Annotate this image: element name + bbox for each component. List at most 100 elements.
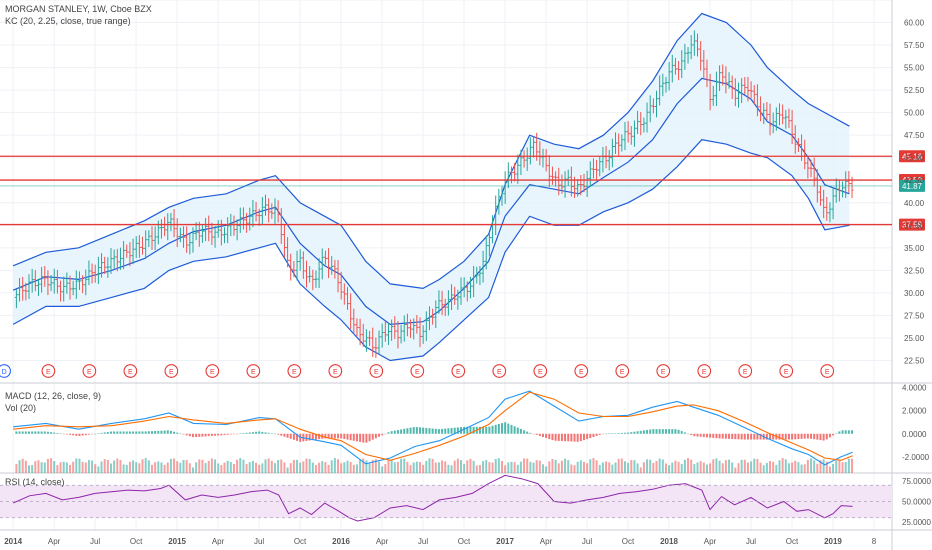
macd-histogram-bar [176,432,179,434]
macd-histogram-bar [113,431,116,434]
volume-bar [746,462,749,473]
macd-histogram-bar [220,433,223,436]
earnings-marker [697,364,712,378]
macd-histogram-bar [122,431,125,434]
volume-bar [488,462,491,473]
macd-histogram-bar [611,433,614,434]
volume-bar [40,462,43,473]
price-tick-label: 25.00 [904,334,925,343]
macd-histogram-bar [393,430,396,434]
volume-bar [24,460,27,473]
macd-histogram-bar [627,432,630,434]
volume-bar [314,465,317,473]
volume-bar [365,460,368,473]
volume-bar [251,460,254,473]
macd-histogram-bar [649,429,652,434]
time-tick-label: 2017 [496,537,514,546]
macd-histogram-bar [390,431,393,434]
volume-bar [475,465,478,473]
macd-histogram-bar [437,429,440,434]
volume-bar [516,464,519,473]
macd-histogram-bar [311,433,314,441]
volume-bar [409,465,412,473]
volume-bar [797,462,800,473]
macd-histogram-bar [119,431,122,434]
macd-histogram-bar [636,431,639,434]
macd-histogram-bar [516,427,519,434]
volume-bar [163,464,166,473]
volume-bar [97,466,100,473]
macd-histogram-bar [283,433,286,437]
macd-histogram-bar [822,433,825,441]
volume-bar [447,464,450,473]
volume-bar [573,465,576,473]
macd-histogram-bar [412,427,415,434]
macd-histogram-bar [567,433,570,442]
volume-bar [526,458,529,473]
volume-bar [649,459,652,473]
volume-bar [31,464,34,473]
volume-bar [756,459,759,473]
volume-bar [636,463,639,473]
level-tag-label: 45.16 [902,152,923,161]
macd-tick-label: 0.0000 [902,430,927,439]
volume-bar [18,460,21,473]
macd-histogram-bar [620,432,623,434]
volume-bar [113,460,116,473]
volume-bar [125,464,128,473]
macd-histogram-bar [478,426,481,434]
macd-histogram-bar [844,430,847,434]
marker-letter: E [169,369,174,376]
volume-bar [513,462,516,473]
volume-bar [173,458,176,473]
macd-histogram-bar [800,433,803,439]
volume-bar [419,462,422,473]
marker-letter: E [497,369,502,376]
macd-histogram-bar [419,427,422,434]
macd-histogram-bar [214,433,217,436]
macd-histogram-bar [125,431,128,434]
macd-histogram-bar [34,431,37,434]
volume-bar [318,462,321,473]
macd-histogram-bar [838,431,841,434]
volume-bar [671,462,674,473]
volume-bar [425,460,428,473]
volume-bar [434,462,437,473]
macd-histogram-bar [630,432,633,434]
macd-histogram-bar [94,433,97,435]
macd-histogram-bar [106,431,109,434]
volume-bar [478,465,481,473]
macd-histogram-bar [756,433,759,440]
macd-histogram-bar [501,423,504,434]
volume-bar [393,462,396,473]
macd-histogram-bar [103,432,106,434]
macd-histogram-bar [236,433,239,435]
macd-histogram-bar [794,433,797,440]
macd-histogram-bar [705,433,708,438]
volume-bar [551,458,554,473]
volume-bar [340,463,343,473]
macd-histogram-bar [652,429,655,434]
macd-histogram-bar [46,431,49,434]
volume-bar [778,460,781,473]
volume-bar [94,464,97,473]
volume-bar [497,458,500,473]
volume-bar [816,463,819,473]
marker-letter: E [415,369,420,376]
time-tick-label: Apr [48,537,61,546]
macd-histogram-bar [699,433,702,437]
volume-bar [378,461,381,473]
macd-histogram-bar [210,433,213,436]
macd-histogram-bar [646,429,649,434]
volume-bar [595,460,598,473]
volume-bar [43,462,46,473]
volume-bar [693,464,696,473]
macd-histogram-bar [415,427,418,434]
volume-bar [135,462,138,473]
macd-histogram-bar [494,424,497,434]
macd-histogram-bar [488,426,491,434]
price-tick-label: 42.50 [904,176,925,185]
macd-histogram-bar [305,433,308,441]
